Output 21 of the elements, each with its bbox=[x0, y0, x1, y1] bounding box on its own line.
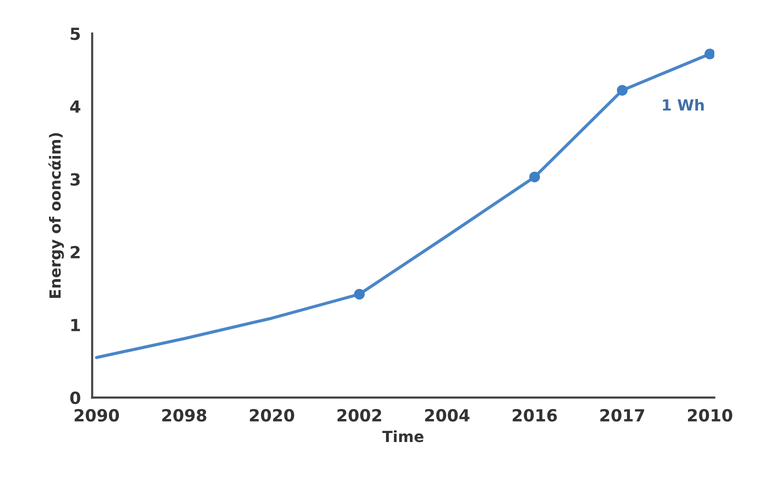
point bbox=[529, 172, 540, 182]
x-tick-label: 2010 bbox=[688, 408, 732, 422]
y-tick-label: 3 bbox=[70, 173, 80, 186]
point bbox=[616, 84, 628, 96]
x-tick-label: 2004 bbox=[425, 408, 470, 422]
x-tick-label: 2098 bbox=[162, 408, 206, 422]
x-tick-label: 2020 bbox=[250, 408, 294, 422]
y-tick-label: 4 bbox=[70, 100, 80, 113]
y-tick-label: 2 bbox=[70, 246, 80, 258]
annotation: 1 Wh bbox=[662, 98, 704, 111]
x-axis-title: Time bbox=[382, 430, 424, 442]
point bbox=[354, 288, 365, 300]
y-tick-label: 1 bbox=[71, 318, 80, 332]
y-tick-label: 5 bbox=[70, 28, 80, 40]
x-tick-label: 2017 bbox=[600, 408, 644, 422]
x-tick-label: 2016 bbox=[512, 408, 557, 422]
point bbox=[704, 48, 714, 60]
y-axis-title: Energy of ooncάim) bbox=[48, 133, 64, 298]
x-tick-label: 2090 bbox=[74, 408, 119, 422]
y-tick-label: 0 bbox=[70, 392, 80, 404]
x-tick-label: 2002 bbox=[338, 408, 382, 422]
